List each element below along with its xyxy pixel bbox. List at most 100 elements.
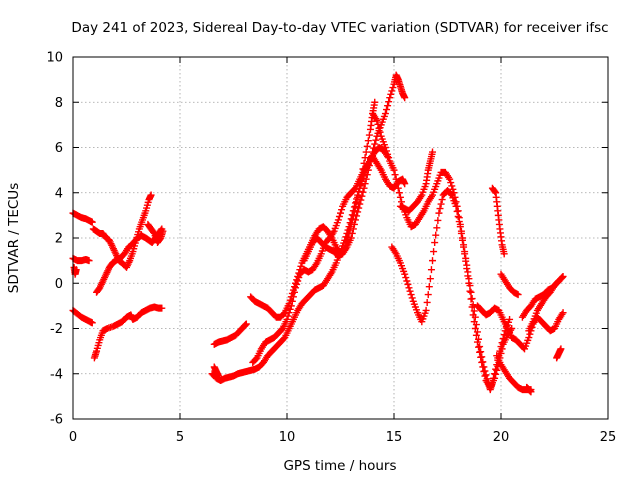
- series-track-23: [525, 277, 563, 335]
- data-point: [469, 311, 477, 319]
- series-track-8: [144, 220, 167, 247]
- series-track-3: [69, 306, 96, 327]
- data-point: [498, 345, 506, 353]
- data-point: [452, 202, 460, 210]
- data-point: [506, 315, 514, 323]
- data-point: [394, 184, 402, 192]
- data-point: [88, 319, 96, 327]
- data-point: [422, 306, 430, 314]
- data-point: [387, 90, 395, 98]
- data-point: [464, 272, 472, 280]
- data-point: [405, 284, 413, 292]
- data-point: [460, 243, 468, 251]
- series-track-1: [69, 254, 93, 265]
- data-point: [356, 200, 364, 208]
- data-point: [374, 120, 382, 128]
- data-point: [449, 185, 457, 193]
- data-point: [476, 348, 484, 356]
- data-point: [390, 166, 398, 174]
- data-point: [491, 374, 499, 382]
- data-point: [470, 307, 478, 315]
- series-track-24: [553, 345, 565, 362]
- data-point: [373, 116, 381, 124]
- data-point: [385, 98, 393, 106]
- y-tick-label: -6: [50, 413, 63, 428]
- series-track-17: [396, 148, 437, 215]
- data-point: [242, 320, 250, 328]
- data-point: [467, 295, 475, 303]
- y-tick-label: -2: [50, 322, 63, 337]
- data-point: [88, 218, 96, 226]
- data-point: [337, 209, 344, 217]
- series-track-18: [473, 302, 567, 353]
- x-tick-label: 25: [600, 430, 617, 445]
- data-point: [477, 353, 485, 361]
- y-tick-label: 6: [55, 141, 63, 156]
- data-point: [429, 148, 437, 156]
- y-tick-label: -4: [50, 367, 63, 382]
- data-point: [365, 131, 373, 139]
- data-point: [347, 234, 355, 242]
- data-point: [402, 274, 410, 282]
- data-point: [423, 298, 431, 306]
- y-tick-label: 8: [55, 96, 63, 111]
- data-point: [454, 213, 462, 221]
- data-point: [462, 257, 470, 265]
- data-point: [361, 180, 369, 188]
- data-point: [525, 334, 533, 342]
- data-point: [480, 367, 488, 375]
- data-point: [350, 220, 358, 228]
- data-point: [349, 225, 357, 233]
- data-points: [69, 71, 567, 396]
- data-point: [432, 231, 440, 239]
- data-point: [362, 175, 370, 183]
- data-point: [72, 266, 80, 274]
- data-point: [150, 228, 158, 236]
- x-tick-label: 10: [279, 430, 296, 445]
- data-point: [463, 265, 471, 273]
- data-point: [392, 175, 400, 183]
- series-track-21: [493, 352, 535, 394]
- data-point: [401, 180, 409, 188]
- data-point: [427, 266, 435, 274]
- data-point: [527, 388, 535, 396]
- axes: 0 5 10 15 20 25 -6 -4 -2 0 2 4 6 8 10: [46, 51, 616, 446]
- data-point: [288, 297, 296, 305]
- y-tick-label: 4: [55, 186, 63, 201]
- data-point: [447, 179, 455, 187]
- data-point: [456, 223, 464, 231]
- data-point: [493, 366, 501, 374]
- data-point: [350, 207, 358, 215]
- data-point: [468, 303, 476, 311]
- data-point: [362, 148, 370, 156]
- data-point: [334, 216, 342, 224]
- data-point: [335, 213, 343, 221]
- data-point: [471, 325, 479, 332]
- data-point: [370, 144, 378, 152]
- data-point: [286, 305, 294, 313]
- x-tick-label: 0: [69, 430, 77, 445]
- data-point: [368, 153, 376, 161]
- data-point: [366, 157, 374, 165]
- data-point: [295, 274, 303, 282]
- data-point: [360, 184, 368, 192]
- series-track-14: [300, 71, 409, 265]
- data-point: [381, 144, 389, 151]
- data-point: [435, 209, 443, 217]
- data-point: [559, 309, 567, 317]
- data-point: [457, 229, 465, 237]
- data-point: [297, 262, 305, 270]
- data-point: [391, 171, 399, 179]
- data-point: [389, 84, 397, 92]
- data-point: [406, 287, 414, 295]
- data-point: [465, 279, 473, 287]
- data-point: [481, 372, 489, 380]
- data-point: [293, 280, 301, 288]
- data-point: [554, 278, 562, 286]
- data-point: [384, 102, 392, 110]
- data-point: [354, 208, 362, 216]
- data-point: [467, 288, 475, 296]
- series-track-10: [210, 320, 250, 348]
- series-track-15: [369, 110, 514, 394]
